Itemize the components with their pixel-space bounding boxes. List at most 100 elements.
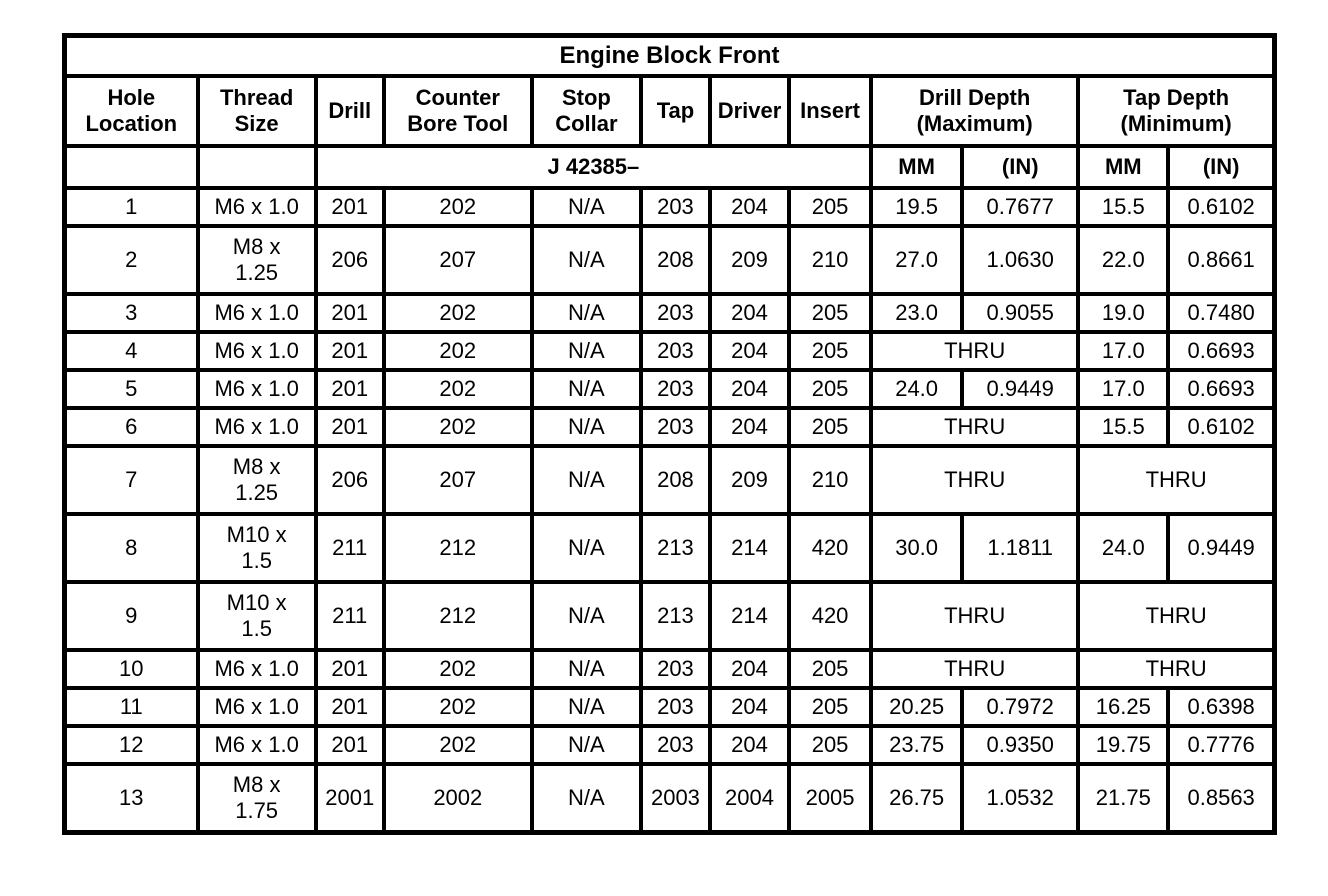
cell-counter-bore-tool: 202 bbox=[381, 686, 534, 728]
cell-drill: 201 bbox=[313, 686, 386, 728]
cell-driver: 204 bbox=[707, 292, 792, 334]
cell-tap-depth-in: 0.6102 bbox=[1166, 186, 1277, 228]
cell-counter-bore-tool: 202 bbox=[381, 292, 534, 334]
table-body: 1 M6 x 1.0 201 202 N/A 203 204 205 19.5 0.7677 15.… bbox=[62, 186, 1277, 834]
table-header: Engine Block Front Hole Location Thread … bbox=[62, 33, 1277, 190]
cell-tap-depth-thru: THRU bbox=[1076, 580, 1277, 652]
cell-driver: 214 bbox=[707, 580, 792, 652]
cell-hole-location: 2 bbox=[62, 224, 200, 296]
cell-driver: 204 bbox=[707, 724, 792, 766]
cell-hole-location: 5 bbox=[62, 368, 200, 410]
cell-drill-depth-in: 1.1811 bbox=[960, 512, 1081, 584]
cell-tap: 213 bbox=[638, 512, 712, 584]
cell-insert: 205 bbox=[787, 406, 874, 448]
cell-tap-depth-mm: 17.0 bbox=[1076, 330, 1171, 372]
cell-drill-depth-mm: 30.0 bbox=[869, 512, 965, 584]
cell-counter-bore-tool: 2002 bbox=[381, 762, 534, 834]
cell-insert: 210 bbox=[787, 444, 874, 516]
cell-drill-depth-in: 0.9449 bbox=[960, 368, 1081, 410]
cell-insert: 205 bbox=[787, 186, 874, 228]
cell-hole-location: 4 bbox=[62, 330, 200, 372]
cell-thread-size: M8 x 1.25 bbox=[195, 444, 318, 516]
cell-drill: 201 bbox=[313, 406, 386, 448]
cell-stop-collar: N/A bbox=[529, 762, 643, 834]
cell-stop-collar: N/A bbox=[529, 724, 643, 766]
cell-tap-depth-mm: 17.0 bbox=[1076, 368, 1171, 410]
table-row-hole-2: 2 M8 x 1.25 206 207 N/A 208 209 210 27.0 1.0630 22… bbox=[62, 224, 1277, 296]
cell-insert: 210 bbox=[787, 224, 874, 296]
cell-tap: 203 bbox=[638, 686, 712, 728]
cell-insert: 420 bbox=[787, 512, 874, 584]
cell-drill-depth-in: 0.9350 bbox=[960, 724, 1081, 766]
table-row-hole-10: 10 M6 x 1.0 201 202 N/A 203 204 205 THRU THRU bbox=[62, 648, 1277, 690]
subheader-drill-depth-in: (IN) bbox=[960, 144, 1081, 190]
cell-drill: 201 bbox=[313, 330, 386, 372]
cell-tap: 203 bbox=[638, 368, 712, 410]
cell-driver: 204 bbox=[707, 648, 792, 690]
cell-tap-depth-in: 0.9449 bbox=[1166, 512, 1277, 584]
cell-tap-depth-thru: THRU bbox=[1076, 444, 1277, 516]
cell-drill-depth-in: 0.7972 bbox=[960, 686, 1081, 728]
cell-tap-depth-in: 0.6398 bbox=[1166, 686, 1277, 728]
cell-thread-size: M6 x 1.0 bbox=[195, 686, 318, 728]
table-row-hole-7: 7 M8 x 1.25 206 207 N/A 208 209 210 THRU THRU bbox=[62, 444, 1277, 516]
cell-tap: 203 bbox=[638, 186, 712, 228]
cell-hole-location: 3 bbox=[62, 292, 200, 334]
cell-thread-size: M6 x 1.0 bbox=[195, 368, 318, 410]
table-row-hole-13: 13 M8 x 1.75 2001 2002 N/A 2003 2004 2005 26.75 1… bbox=[62, 762, 1277, 834]
engine-block-front-table: Engine Block Front Hole Location Thread … bbox=[62, 33, 1277, 835]
col-header-drill-depth-maximum: Drill Depth (Maximum) bbox=[869, 74, 1081, 148]
cell-thread-size: M6 x 1.0 bbox=[195, 648, 318, 690]
cell-hole-location: 1 bbox=[62, 186, 200, 228]
cell-drill-depth-thru: THRU bbox=[869, 444, 1081, 516]
cell-tap: 208 bbox=[638, 224, 712, 296]
table-title: Engine Block Front bbox=[62, 33, 1277, 78]
table-row-hole-6: 6 M6 x 1.0 201 202 N/A 203 204 205 THRU 15.5 0.610… bbox=[62, 406, 1277, 448]
cell-counter-bore-tool: 202 bbox=[381, 724, 534, 766]
table-row-hole-12: 12 M6 x 1.0 201 202 N/A 203 204 205 23.75 0.9350 1… bbox=[62, 724, 1277, 766]
cell-counter-bore-tool: 202 bbox=[381, 186, 534, 228]
cell-stop-collar: N/A bbox=[529, 368, 643, 410]
cell-drill-depth-thru: THRU bbox=[869, 406, 1081, 448]
column-header-row: Hole Location Thread Size Drill Counter … bbox=[62, 74, 1277, 148]
cell-driver: 204 bbox=[707, 368, 792, 410]
subheader-tap-depth-mm: MM bbox=[1076, 144, 1171, 190]
cell-drill: 201 bbox=[313, 292, 386, 334]
table-row-hole-1: 1 M6 x 1.0 201 202 N/A 203 204 205 19.5 0.7677 15.… bbox=[62, 186, 1277, 228]
cell-counter-bore-tool: 202 bbox=[381, 330, 534, 372]
cell-driver: 204 bbox=[707, 330, 792, 372]
tool-number-prefix: J 42385– bbox=[313, 144, 874, 190]
cell-tap-depth-in: 0.6693 bbox=[1166, 368, 1277, 410]
cell-thread-size: M6 x 1.0 bbox=[195, 724, 318, 766]
cell-driver: 209 bbox=[707, 224, 792, 296]
cell-drill: 206 bbox=[313, 224, 386, 296]
cell-insert: 2005 bbox=[787, 762, 874, 834]
cell-drill-depth-mm: 23.75 bbox=[869, 724, 965, 766]
table-row-hole-8: 8 M10 x 1.5 211 212 N/A 213 214 420 30.0 1.1811 24… bbox=[62, 512, 1277, 584]
cell-drill-depth-thru: THRU bbox=[869, 330, 1081, 372]
cell-thread-size: M10 x 1.5 bbox=[195, 580, 318, 652]
cell-thread-size: M8 x 1.75 bbox=[195, 762, 318, 834]
cell-drill-depth-in: 1.0630 bbox=[960, 224, 1081, 296]
cell-tap-depth-mm: 21.75 bbox=[1076, 762, 1171, 834]
cell-driver: 204 bbox=[707, 186, 792, 228]
col-header-insert: Insert bbox=[787, 74, 874, 148]
cell-hole-location: 6 bbox=[62, 406, 200, 448]
cell-tap-depth-in: 0.7776 bbox=[1166, 724, 1277, 766]
cell-hole-location: 13 bbox=[62, 762, 200, 834]
cell-insert: 205 bbox=[787, 368, 874, 410]
cell-tap-depth-in: 0.6693 bbox=[1166, 330, 1277, 372]
col-header-driver: Driver bbox=[707, 74, 792, 148]
cell-drill: 201 bbox=[313, 368, 386, 410]
cell-stop-collar: N/A bbox=[529, 580, 643, 652]
col-header-hole-location: Hole Location bbox=[62, 74, 200, 148]
cell-tap: 203 bbox=[638, 406, 712, 448]
cell-stop-collar: N/A bbox=[529, 330, 643, 372]
title-row: Engine Block Front bbox=[62, 33, 1277, 78]
cell-driver: 214 bbox=[707, 512, 792, 584]
cell-thread-size: M6 x 1.0 bbox=[195, 186, 318, 228]
cell-thread-size: M8 x 1.25 bbox=[195, 224, 318, 296]
subheader-row: J 42385– MM (IN) MM (IN) bbox=[62, 144, 1277, 190]
cell-tap: 208 bbox=[638, 444, 712, 516]
cell-insert: 205 bbox=[787, 292, 874, 334]
